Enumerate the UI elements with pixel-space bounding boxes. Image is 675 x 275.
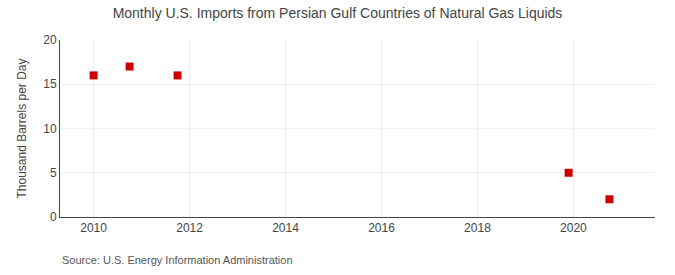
- svg-text:5: 5: [50, 166, 57, 180]
- svg-text:Monthly U.S. Imports from Pers: Monthly U.S. Imports from Persian Gulf C…: [113, 5, 563, 21]
- svg-text:2010: 2010: [80, 221, 107, 235]
- svg-text:2012: 2012: [176, 221, 203, 235]
- svg-text:Source: U.S. Energy Informatio: Source: U.S. Energy Information Administ…: [62, 254, 293, 266]
- svg-text:20: 20: [43, 33, 57, 47]
- svg-text:0: 0: [50, 210, 57, 224]
- svg-text:2018: 2018: [464, 221, 491, 235]
- svg-text:10: 10: [43, 122, 57, 136]
- svg-text:2020: 2020: [560, 221, 587, 235]
- svg-text:2016: 2016: [368, 221, 395, 235]
- svg-text:15: 15: [43, 77, 57, 91]
- svg-text:Thousand Barrels per Day: Thousand Barrels per Day: [15, 58, 29, 198]
- svg-text:2014: 2014: [272, 221, 299, 235]
